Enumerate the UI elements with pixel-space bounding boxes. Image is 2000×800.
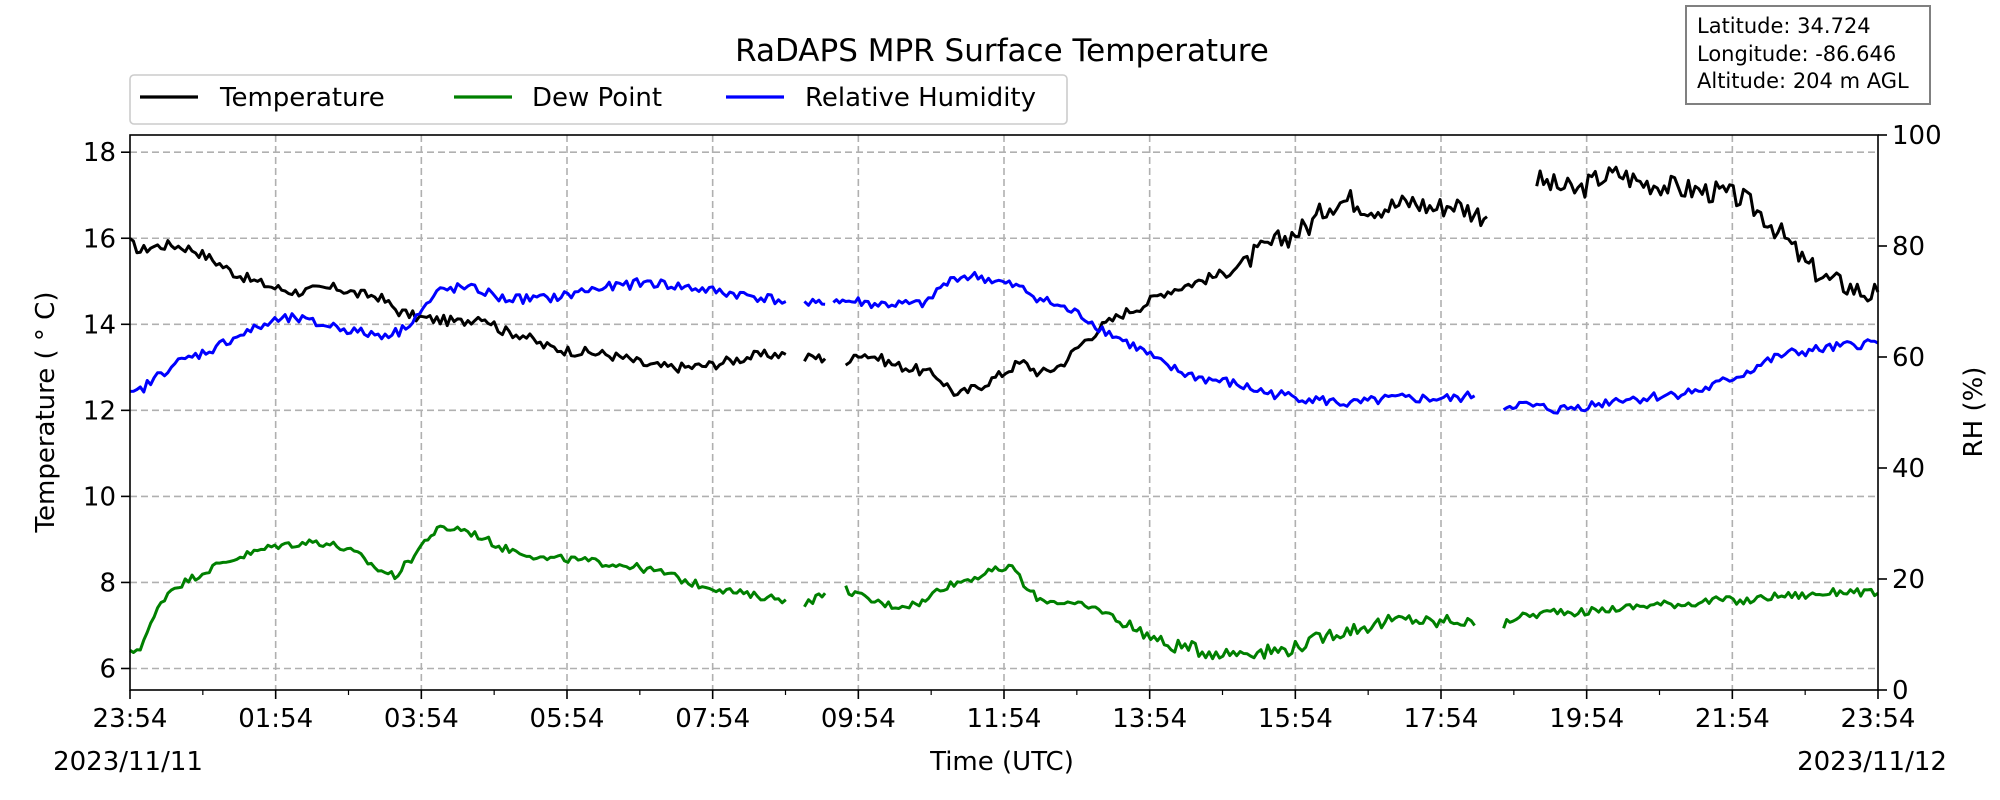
y-right-tick-label: 40 [1892, 454, 1925, 484]
x-tick-label: 09:54 [821, 704, 896, 734]
x-tick-label: 03:54 [384, 704, 459, 734]
altitude-text: Altitude: 204 m AGL [1697, 69, 1909, 93]
y-right-tick-label: 20 [1892, 565, 1925, 595]
series-relative-humidity [129, 271, 1879, 415]
x-tick-label: 23:54 [1841, 704, 1916, 734]
legend-label-relative-humidity: Relative Humidity [805, 83, 1036, 113]
y-left-tick-label: 8 [99, 568, 116, 598]
series-line-segment [832, 271, 1476, 408]
longitude-text: Longitude: -86.646 [1697, 42, 1896, 66]
latitude-text: Latitude: 34.724 [1697, 14, 1871, 38]
series-lines [129, 165, 1880, 661]
y-left-tick-label: 18 [83, 138, 116, 168]
x-tick-label: 11:54 [967, 704, 1042, 734]
x-tick-label: 17:54 [1404, 704, 1479, 734]
series-temperature [129, 165, 1880, 397]
y-left-tick-label: 16 [83, 224, 116, 254]
x-tick-label: 19:54 [1549, 704, 1624, 734]
series-line-segment [844, 563, 1476, 661]
y-left-tick-label: 12 [83, 396, 116, 426]
x-tick-label: 01:54 [238, 704, 313, 734]
start-date-label: 2023/11/11 [53, 747, 203, 777]
location-info-box: Latitude: 34.724 Longitude: -86.646 Alti… [1685, 5, 1931, 105]
info-box-frame [1685, 5, 1931, 105]
y-left-tick-label: 6 [99, 654, 116, 684]
ticks: 23:54 01:54 03:54 05:54 07:54 09:54 11:54 13:54… [83, 121, 1942, 734]
end-date-label: 2023/11/12 [1797, 747, 1947, 777]
series-line-segment [129, 277, 787, 394]
y-axis-label-left: Temperature ( ° C) [31, 292, 61, 534]
series-line-segment [1502, 587, 1879, 629]
series-line-segment [803, 352, 827, 364]
series-line-segment [1502, 338, 1879, 415]
y-right-tick-label: 80 [1892, 232, 1925, 262]
legend-label-dew-point: Dew Point [532, 83, 662, 113]
series-line-segment [1535, 165, 1880, 303]
x-tick-label: 21:54 [1695, 704, 1770, 734]
series-line-segment [129, 524, 787, 654]
legend-box [129, 74, 1068, 125]
y-left-tick-label: 10 [83, 482, 116, 512]
x-tick-label: 23:54 [93, 704, 168, 734]
x-tick-label: 15:54 [1258, 704, 1333, 734]
x-axis-label: Time (UTC) [929, 747, 1074, 777]
chart-title: RaDAPS MPR Surface Temperature [735, 33, 1269, 69]
series-line-segment [129, 237, 787, 374]
y-left-tick-label: 14 [83, 310, 116, 340]
series-line-segment [803, 297, 826, 307]
legend: Temperature Dew Point Relative Humidity [129, 74, 1068, 125]
y-right-tick-label: 100 [1892, 121, 1942, 151]
x-tick-label: 13:54 [1112, 704, 1187, 734]
y-right-tick-label: 0 [1892, 676, 1909, 706]
series-dew-point [129, 524, 1879, 661]
series-line-segment [844, 189, 1488, 397]
x-tick-label: 05:54 [530, 704, 605, 734]
y-axis-label-right: RH (%) [1959, 367, 1989, 458]
legend-label-temperature: Temperature [219, 83, 385, 113]
series-line-segment [803, 592, 827, 608]
x-tick-label: 07:54 [675, 704, 750, 734]
y-right-tick-label: 60 [1892, 343, 1925, 373]
